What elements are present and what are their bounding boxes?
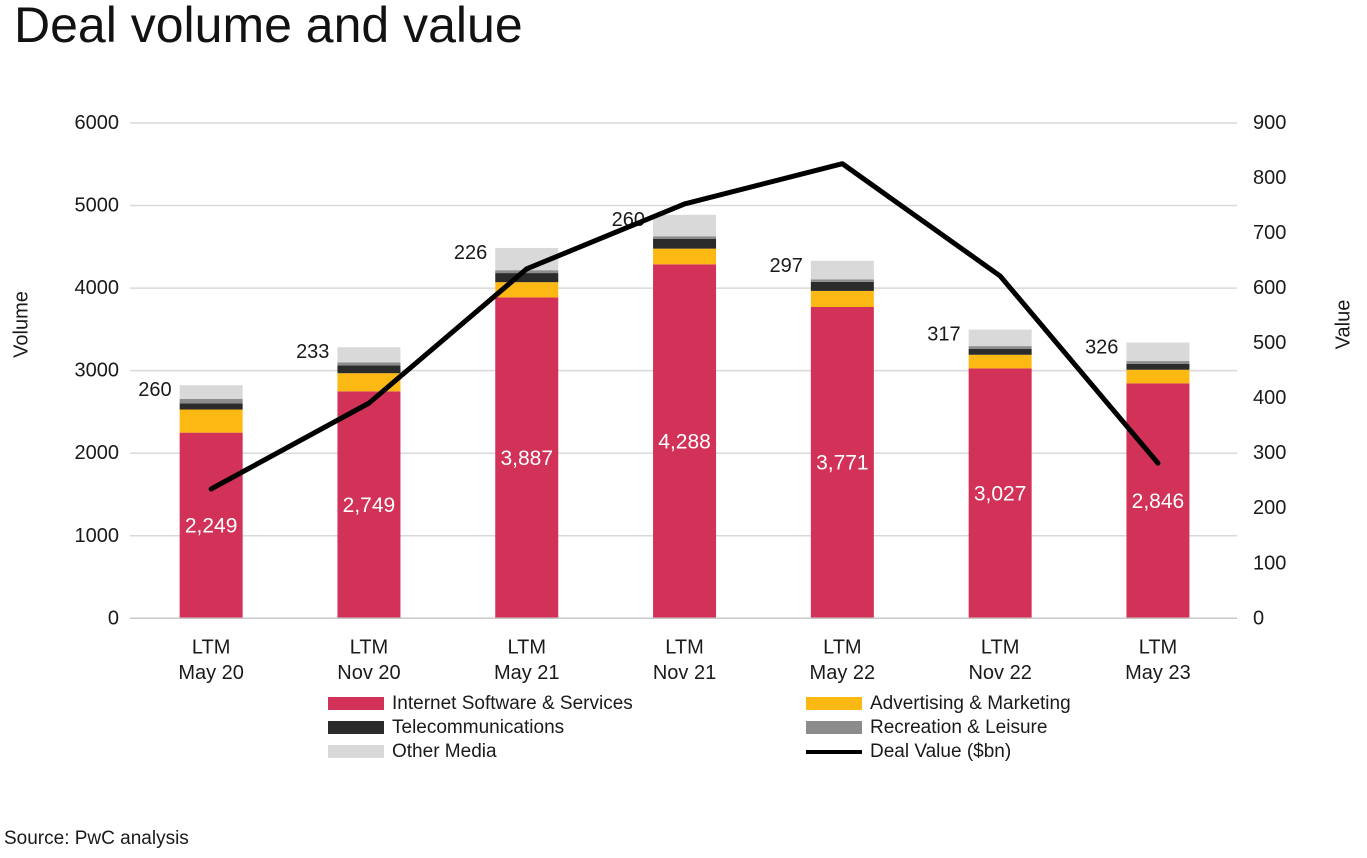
svg-text:Nov 21: Nov 21: [653, 662, 716, 684]
svg-text:800: 800: [1253, 167, 1286, 189]
svg-text:LTM: LTM: [665, 637, 704, 659]
svg-text:226: 226: [454, 242, 487, 264]
svg-text:LTM: LTM: [981, 637, 1020, 659]
svg-text:LTM: LTM: [350, 637, 389, 659]
svg-text:0: 0: [1253, 607, 1264, 629]
svg-text:700: 700: [1253, 222, 1286, 244]
svg-text:3,771: 3,771: [816, 452, 869, 475]
svg-text:5000: 5000: [75, 195, 120, 217]
svg-text:300: 300: [1253, 442, 1286, 464]
svg-text:260: 260: [138, 379, 171, 401]
svg-text:900: 900: [1253, 112, 1286, 134]
svg-text:May 21: May 21: [494, 662, 560, 684]
svg-text:600: 600: [1253, 277, 1286, 299]
svg-text:LTM: LTM: [823, 637, 862, 659]
svg-text:May 22: May 22: [810, 662, 876, 684]
svg-text:2,249: 2,249: [185, 514, 238, 537]
svg-text:4,288: 4,288: [658, 430, 711, 453]
svg-text:2,749: 2,749: [343, 494, 396, 517]
svg-text:297: 297: [769, 255, 802, 277]
svg-text:LTM: LTM: [192, 637, 231, 659]
svg-text:LTM: LTM: [1139, 637, 1178, 659]
svg-text:317: 317: [927, 324, 960, 346]
svg-text:3,027: 3,027: [974, 482, 1027, 505]
svg-text:0: 0: [108, 607, 119, 629]
svg-text:326: 326: [1085, 337, 1118, 359]
svg-text:2,846: 2,846: [1132, 490, 1185, 513]
svg-text:500: 500: [1253, 332, 1286, 354]
svg-text:Nov 22: Nov 22: [968, 662, 1031, 684]
svg-text:May 23: May 23: [1125, 662, 1191, 684]
svg-text:400: 400: [1253, 387, 1286, 409]
svg-text:6000: 6000: [75, 112, 120, 134]
svg-text:3000: 3000: [75, 360, 120, 382]
svg-text:Nov 20: Nov 20: [337, 662, 400, 684]
svg-text:4000: 4000: [75, 277, 120, 299]
svg-text:3,887: 3,887: [500, 447, 553, 470]
svg-text:LTM: LTM: [507, 637, 546, 659]
svg-text:1000: 1000: [75, 525, 120, 547]
svg-text:2000: 2000: [75, 442, 120, 464]
svg-text:May 20: May 20: [178, 662, 244, 684]
svg-text:100: 100: [1253, 552, 1286, 574]
svg-text:233: 233: [296, 341, 329, 363]
svg-text:200: 200: [1253, 497, 1286, 519]
